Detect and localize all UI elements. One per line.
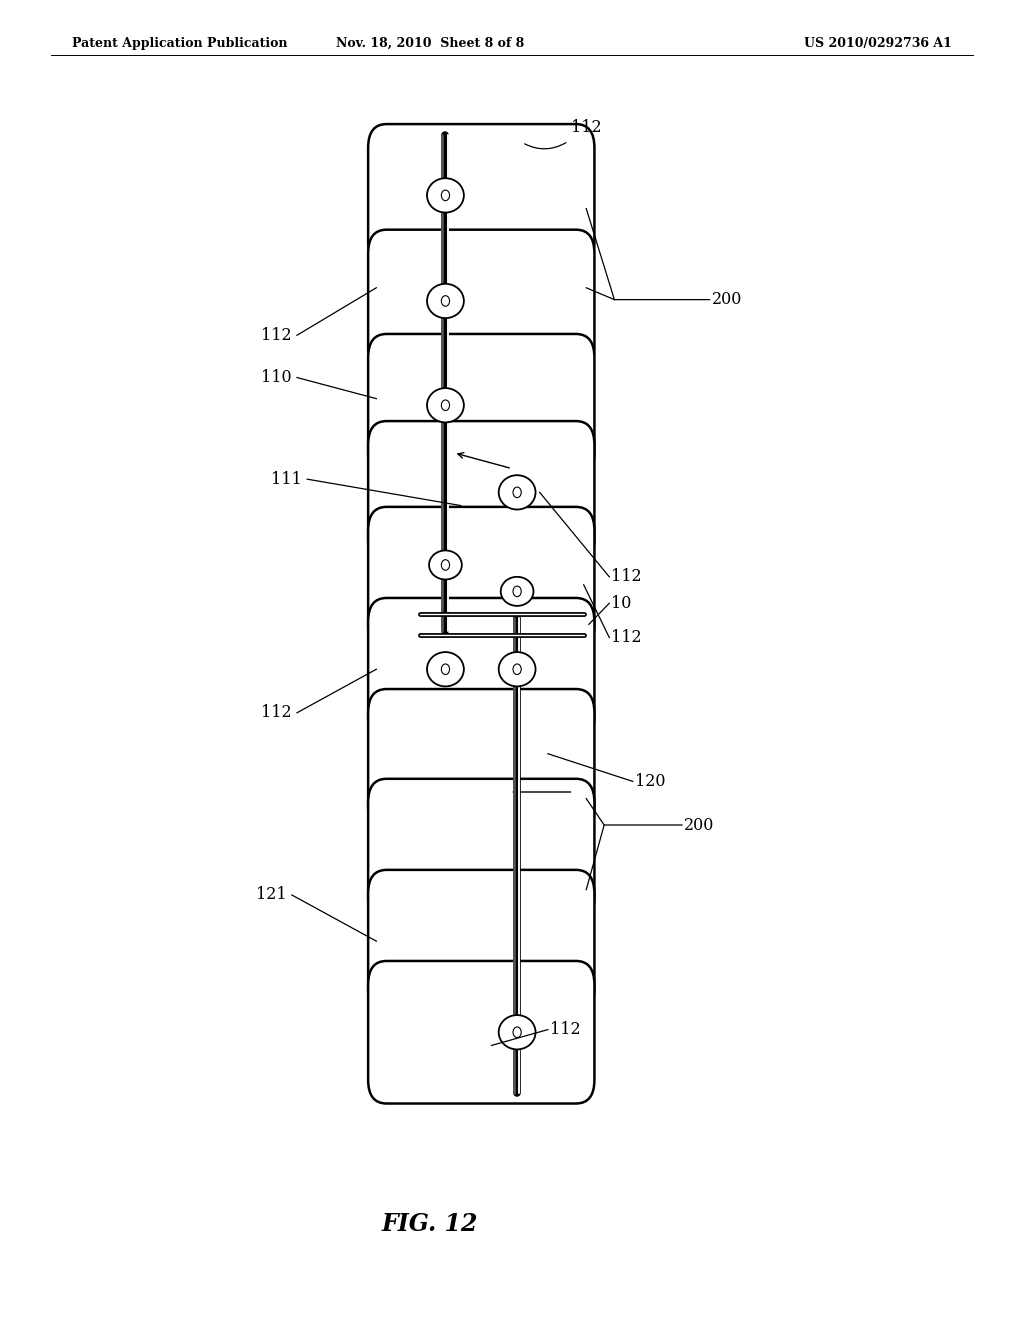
- Text: 111: 111: [271, 471, 302, 487]
- FancyBboxPatch shape: [391, 323, 570, 383]
- Text: 112: 112: [261, 327, 292, 343]
- FancyBboxPatch shape: [391, 594, 570, 653]
- FancyBboxPatch shape: [368, 507, 594, 649]
- Text: 110: 110: [261, 370, 292, 385]
- Circle shape: [441, 664, 450, 675]
- FancyBboxPatch shape: [391, 418, 570, 478]
- Circle shape: [513, 1027, 521, 1038]
- FancyBboxPatch shape: [368, 870, 594, 1012]
- FancyBboxPatch shape: [391, 218, 570, 277]
- FancyBboxPatch shape: [368, 779, 594, 921]
- Text: 120: 120: [635, 774, 666, 789]
- FancyBboxPatch shape: [368, 421, 594, 564]
- FancyBboxPatch shape: [368, 689, 594, 832]
- Text: Nov. 18, 2010  Sheet 8 of 8: Nov. 18, 2010 Sheet 8 of 8: [336, 37, 524, 50]
- Text: 121: 121: [256, 887, 287, 903]
- Ellipse shape: [499, 475, 536, 510]
- Circle shape: [441, 190, 450, 201]
- Circle shape: [513, 487, 521, 498]
- Ellipse shape: [427, 178, 464, 213]
- Text: 10: 10: [611, 595, 632, 611]
- Ellipse shape: [499, 1015, 536, 1049]
- FancyBboxPatch shape: [391, 867, 570, 927]
- FancyBboxPatch shape: [368, 124, 594, 267]
- Ellipse shape: [427, 284, 464, 318]
- Ellipse shape: [501, 577, 534, 606]
- Text: FIG. 12: FIG. 12: [382, 1212, 478, 1236]
- FancyBboxPatch shape: [368, 230, 594, 372]
- Text: 200: 200: [712, 292, 742, 308]
- Ellipse shape: [499, 652, 536, 686]
- Text: 112: 112: [550, 1022, 581, 1038]
- FancyBboxPatch shape: [368, 961, 594, 1104]
- Text: Patent Application Publication: Patent Application Publication: [72, 37, 287, 50]
- Circle shape: [513, 586, 521, 597]
- FancyBboxPatch shape: [391, 686, 570, 744]
- Ellipse shape: [429, 550, 462, 579]
- Ellipse shape: [427, 652, 464, 686]
- Circle shape: [441, 296, 450, 306]
- Text: 112: 112: [261, 705, 292, 721]
- Text: 112: 112: [571, 119, 602, 136]
- Text: 112: 112: [611, 569, 642, 585]
- FancyBboxPatch shape: [391, 506, 570, 565]
- Text: US 2010/0292736 A1: US 2010/0292736 A1: [805, 37, 952, 50]
- Circle shape: [441, 400, 450, 411]
- FancyBboxPatch shape: [368, 334, 594, 477]
- Text: 200: 200: [684, 817, 715, 833]
- FancyBboxPatch shape: [391, 776, 570, 836]
- Circle shape: [513, 664, 521, 675]
- Text: 112: 112: [611, 630, 642, 645]
- FancyBboxPatch shape: [391, 958, 570, 1016]
- Ellipse shape: [427, 388, 464, 422]
- Circle shape: [441, 560, 450, 570]
- FancyBboxPatch shape: [368, 598, 594, 741]
